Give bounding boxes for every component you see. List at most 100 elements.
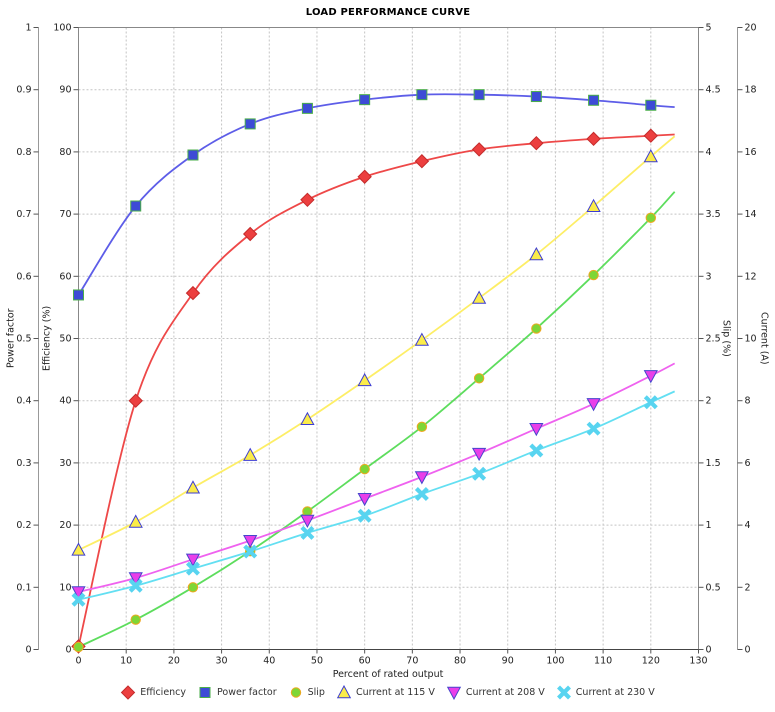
data-point-x xyxy=(529,443,544,458)
x-tick-label: 120 xyxy=(642,656,660,667)
legend-label: Current at 208 V xyxy=(465,686,545,698)
power-factor-tick-label: 0 xyxy=(25,645,31,656)
data-point-triangle-up xyxy=(71,542,86,556)
current-tick-label: 6 xyxy=(745,458,751,469)
efficiency-tick-label: 40 xyxy=(59,396,71,407)
data-point-triangle-down xyxy=(414,471,430,485)
data-point-circle xyxy=(588,269,599,281)
data-point-diamond xyxy=(185,285,201,301)
legend-label: Current at 115 V xyxy=(355,686,435,698)
legend-item-slip: Slip xyxy=(288,685,325,700)
slip-tick-label: 4.5 xyxy=(706,85,721,96)
data-point-circle xyxy=(473,373,485,384)
x-tick-label: 0 xyxy=(75,656,81,667)
power-factor-tick-label: 0.4 xyxy=(16,396,31,407)
efficiency-axis-title: Efficiency (%) xyxy=(41,305,53,371)
data-point-triangle-up xyxy=(586,198,601,213)
power-factor-tick-label: 1 xyxy=(25,23,31,34)
x-tick-label: 40 xyxy=(263,656,275,667)
efficiency-tick-label: 100 xyxy=(53,23,71,34)
legend: Efficiency Power factor Slip Current at 115… xyxy=(0,681,775,703)
legend-label: Efficiency xyxy=(140,686,187,698)
efficiency-tick-label: 80 xyxy=(59,147,71,158)
data-point-square xyxy=(473,89,485,101)
data-point-square xyxy=(130,200,142,212)
x-legend-icon xyxy=(556,685,571,699)
slip-axis-title: Slip (%) xyxy=(720,319,732,357)
power-factor-tick-label: 0.3 xyxy=(16,458,31,469)
power-factor-tick-label: 0.2 xyxy=(16,520,31,531)
legend-label: Slip xyxy=(307,686,325,698)
data-point-triangle-down xyxy=(185,553,201,567)
data-point-square xyxy=(244,118,256,130)
fit-line-slip xyxy=(78,191,676,648)
x-tick-label: 90 xyxy=(502,656,514,667)
legend-item-current-at-208-v: Current at 208 V xyxy=(446,685,545,700)
x-tick-label: 30 xyxy=(216,656,228,667)
data-point-x xyxy=(243,544,258,559)
data-point-triangle-down xyxy=(71,586,86,600)
data-point-x xyxy=(71,592,86,607)
current-tick-label: 12 xyxy=(745,271,757,282)
data-point-triangle-up xyxy=(643,149,658,163)
data-point-circle xyxy=(73,641,84,653)
diamond-legend-icon xyxy=(121,684,136,700)
efficiency-tick-label: 20 xyxy=(59,520,71,531)
x-tick-label: 60 xyxy=(359,656,371,667)
current-tick-label: 0 xyxy=(745,645,751,656)
data-point-triangle-down xyxy=(529,422,544,437)
slip-tick-label: 4 xyxy=(706,147,712,158)
triangle-up-legend-icon xyxy=(336,684,352,698)
efficiency-tick-label: 30 xyxy=(59,458,71,469)
data-point-circle xyxy=(302,506,313,517)
data-point-square xyxy=(530,91,542,103)
x-tick-label: 20 xyxy=(168,656,180,667)
fit-line-current-at-115-v xyxy=(78,135,676,551)
data-point-triangle-down xyxy=(243,534,258,549)
data-point-diamond xyxy=(414,154,430,169)
data-point-square xyxy=(645,99,657,111)
data-point-triangle-down xyxy=(643,370,658,384)
data-point-diamond xyxy=(128,393,143,408)
x-tick-label: 100 xyxy=(546,656,564,667)
data-point-circle xyxy=(531,323,542,334)
data-point-square xyxy=(73,289,84,301)
current-tick-label: 14 xyxy=(745,209,757,220)
data-point-diamond xyxy=(242,226,258,242)
data-point-square xyxy=(187,149,199,161)
data-point-triangle-up xyxy=(185,480,201,494)
data-point-x xyxy=(185,561,200,576)
fit-line-power-factor xyxy=(77,93,675,296)
current-tick-label: 16 xyxy=(745,147,757,158)
efficiency-tick-label: 60 xyxy=(59,271,71,282)
circle-legend-icon xyxy=(290,686,301,698)
power-factor-tick-label: 0.5 xyxy=(16,334,31,345)
x-tick-label: 80 xyxy=(454,656,466,667)
data-point-triangle-down xyxy=(128,572,143,586)
data-point-x xyxy=(414,487,429,501)
triangle-down-legend-icon xyxy=(446,686,462,700)
data-point-triangle-up xyxy=(128,514,143,528)
efficiency-tick-label: 10 xyxy=(59,582,71,593)
fit-line-current-at-208-v xyxy=(78,362,676,593)
data-point-x xyxy=(128,578,143,593)
data-point-circle xyxy=(416,421,428,433)
power-factor-tick-label: 0.7 xyxy=(16,209,31,220)
power-factor-axis-title: Power factor xyxy=(5,308,17,368)
data-point-triangle-down xyxy=(586,398,601,412)
current-tick-label: 8 xyxy=(745,396,751,407)
data-point-triangle-down xyxy=(357,492,372,507)
data-point-diamond xyxy=(643,128,659,143)
data-point-diamond xyxy=(586,131,601,147)
legend-item-power-factor: Power factor xyxy=(197,685,277,700)
slip-tick-label: 2 xyxy=(706,396,712,407)
current-tick-label: 2 xyxy=(745,582,751,593)
slip-tick-label: 0 xyxy=(706,645,712,656)
data-point-diamond xyxy=(529,135,544,151)
data-point-triangle-up xyxy=(471,290,487,304)
data-point-x xyxy=(586,421,601,436)
data-point-circle xyxy=(187,582,199,593)
efficiency-tick-label: 90 xyxy=(59,85,71,96)
data-point-triangle-up xyxy=(243,447,258,461)
